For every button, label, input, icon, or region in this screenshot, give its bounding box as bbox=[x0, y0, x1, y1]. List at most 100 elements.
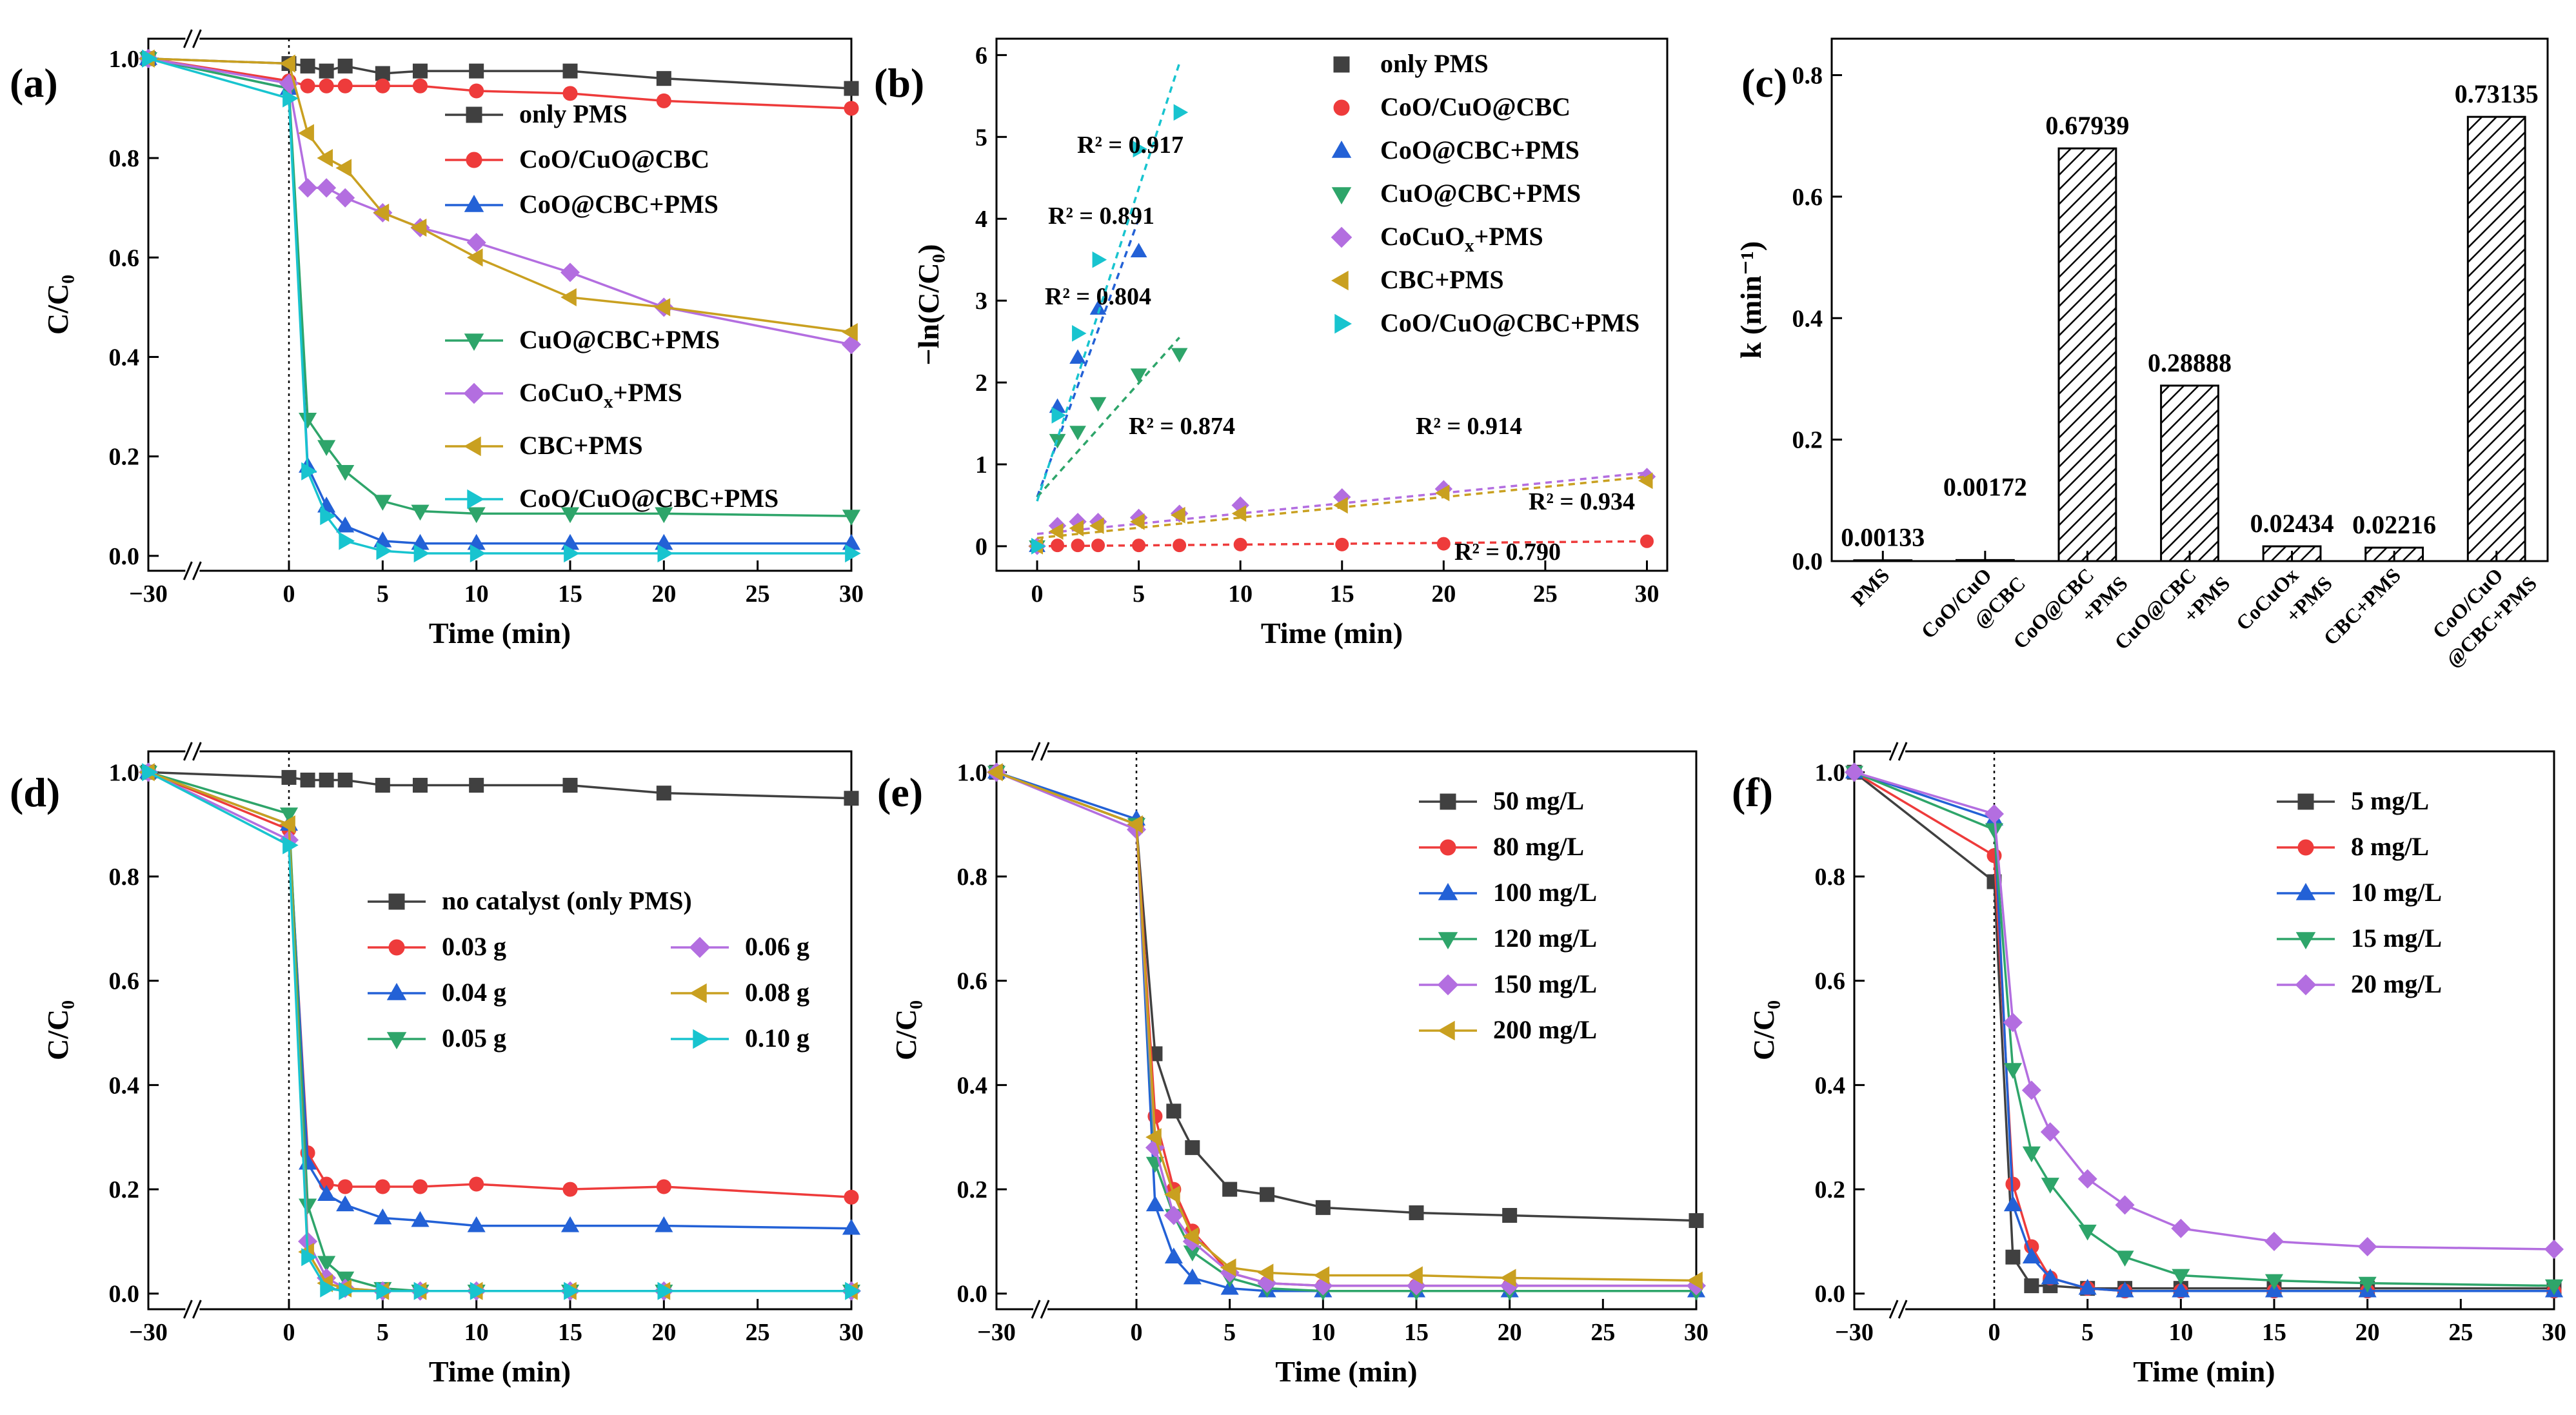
data-point bbox=[469, 778, 484, 793]
legend-label: CuO@CBC+PMS bbox=[1380, 179, 1581, 208]
data-point bbox=[1222, 1182, 1238, 1197]
legend-entry: CoO/CuO@CBC bbox=[1333, 92, 1570, 121]
data-point bbox=[337, 78, 353, 94]
legend-marker bbox=[1438, 932, 1458, 950]
legend-label: CoO/CuO@CBC+PMS bbox=[1380, 308, 1640, 337]
data-point bbox=[142, 49, 158, 68]
axis-break-mark bbox=[183, 742, 193, 761]
data-point bbox=[279, 815, 295, 834]
legend-entry: 0.03 g bbox=[368, 932, 506, 961]
data-point bbox=[564, 1281, 580, 1300]
data-point bbox=[1031, 538, 1046, 555]
data-point bbox=[1071, 539, 1085, 553]
y-tick-label: 0.4 bbox=[109, 1072, 140, 1099]
x-tick-label: 25 bbox=[746, 580, 770, 608]
legend-marker bbox=[2295, 974, 2317, 996]
legend-marker bbox=[1437, 974, 1459, 996]
data-point bbox=[1260, 1187, 1275, 1202]
y-tick-label: 0.2 bbox=[957, 1176, 988, 1203]
legend-marker bbox=[1440, 839, 1456, 856]
data-point bbox=[299, 412, 317, 429]
data-point bbox=[2115, 1281, 2134, 1298]
data-point bbox=[337, 58, 353, 74]
panel-e: −30 0 5 10 15 20 25 30 0.0 0.2 0.4 0.6 0.8 1.0 Time (m… bbox=[877, 742, 1709, 1388]
legend-marker bbox=[1331, 270, 1349, 291]
data-point bbox=[656, 71, 671, 86]
data-point bbox=[842, 322, 858, 341]
panel-label: (e) bbox=[877, 769, 923, 815]
data-point bbox=[337, 772, 353, 787]
legend-marker bbox=[2297, 839, 2314, 856]
axis-break-mark bbox=[183, 561, 193, 580]
data-point bbox=[2115, 1251, 2134, 1267]
legend-entry: 0.04 g bbox=[368, 978, 506, 1007]
data-point bbox=[336, 464, 355, 481]
x-tick-label: 20 bbox=[1498, 1319, 1522, 1346]
y-tick-label: 2 bbox=[975, 370, 987, 397]
legend-marker bbox=[1331, 187, 1352, 205]
legend-entry: 100 mg/L bbox=[1419, 878, 1597, 907]
data-point bbox=[1164, 1247, 1183, 1264]
data-point bbox=[375, 66, 390, 81]
legend-label-part: CoCuO bbox=[519, 378, 604, 407]
data-point bbox=[1130, 242, 1147, 257]
y-tick-label: 6 bbox=[975, 42, 987, 69]
x-tick-label: 10 bbox=[464, 580, 489, 608]
data-point bbox=[560, 507, 580, 524]
legend-label: only PMS bbox=[1380, 49, 1489, 78]
legend-entry: 120 mg/L bbox=[1419, 924, 1597, 953]
y-tick-label: 0.6 bbox=[109, 968, 140, 995]
y-tick-label: 0.0 bbox=[109, 543, 140, 570]
panel-a: −30 0 5 10 15 20 25 30 0.0 0.2 0.4 0.6 0.8 1.0 Time (m… bbox=[10, 29, 864, 649]
x-tick-label: 10 bbox=[1228, 580, 1253, 608]
legend-marker bbox=[1334, 313, 1352, 334]
legend-entry: 0.05 g bbox=[368, 1024, 506, 1053]
y-tick-label: 0.2 bbox=[109, 444, 140, 471]
data-point bbox=[300, 772, 315, 787]
y-tick-label: 5 bbox=[975, 124, 987, 151]
r2-label: R² = 0.934 bbox=[1529, 488, 1635, 515]
data-point bbox=[2357, 1236, 2377, 1256]
data-point bbox=[1091, 539, 1105, 553]
panel-b: 0 5 10 15 20 25 30 0 1 2 3 4 5 6 Time (min) −ln(C/C₀) (b… bbox=[874, 37, 1669, 649]
data-point bbox=[412, 78, 428, 94]
data-point bbox=[1689, 1213, 1704, 1229]
axis-break-mark bbox=[192, 1300, 202, 1319]
legend-marker bbox=[467, 489, 485, 510]
y-axis-label: C/C₀ bbox=[889, 1000, 922, 1060]
data-point bbox=[469, 1176, 484, 1192]
data-point bbox=[373, 495, 392, 511]
legend-entry: CoO/CuO@CBC+PMS bbox=[1334, 308, 1640, 337]
data-point bbox=[279, 54, 295, 73]
legend-label: CoO/CuO@CBC+PMS bbox=[519, 484, 778, 513]
data-point bbox=[1233, 537, 1247, 551]
data-point bbox=[1335, 537, 1349, 551]
data-point bbox=[300, 78, 315, 94]
data-point bbox=[844, 81, 859, 96]
x-axis-label: Time (min) bbox=[429, 617, 571, 649]
data-point bbox=[841, 335, 862, 355]
legend-entry: CuO@CBC+PMS bbox=[445, 325, 720, 354]
y-tick-label: 1.0 bbox=[109, 46, 140, 73]
y-tick-label: 0.2 bbox=[109, 1176, 140, 1203]
data-point bbox=[844, 101, 859, 116]
y-axis-label: C/C₀ bbox=[1747, 1000, 1780, 1060]
data-point bbox=[336, 1195, 355, 1212]
data-point bbox=[656, 93, 671, 108]
y-tick-label: 0.0 bbox=[957, 1281, 988, 1308]
data-point bbox=[1257, 1263, 1274, 1282]
legend-entry: CBC+PMS bbox=[445, 431, 643, 460]
legend-entry: 8 mg/L bbox=[2277, 832, 2429, 861]
y-tick-label: 0.6 bbox=[957, 968, 988, 995]
data-point bbox=[654, 298, 671, 317]
data-point bbox=[1051, 539, 1065, 553]
panel-d: −30 0 5 10 15 20 25 30 0.0 0.2 0.4 0.6 0.8 1.0 Time (m… bbox=[10, 742, 864, 1388]
legend-marker bbox=[1437, 1020, 1455, 1041]
legend-label: CBC+PMS bbox=[1380, 265, 1504, 294]
data-point bbox=[2358, 1276, 2377, 1293]
panel-label: (d) bbox=[10, 769, 60, 815]
data-point bbox=[1164, 1185, 1180, 1204]
y-tick-label: 0.4 bbox=[109, 344, 140, 371]
data-point bbox=[299, 1198, 317, 1215]
legend-marker bbox=[689, 983, 707, 1004]
